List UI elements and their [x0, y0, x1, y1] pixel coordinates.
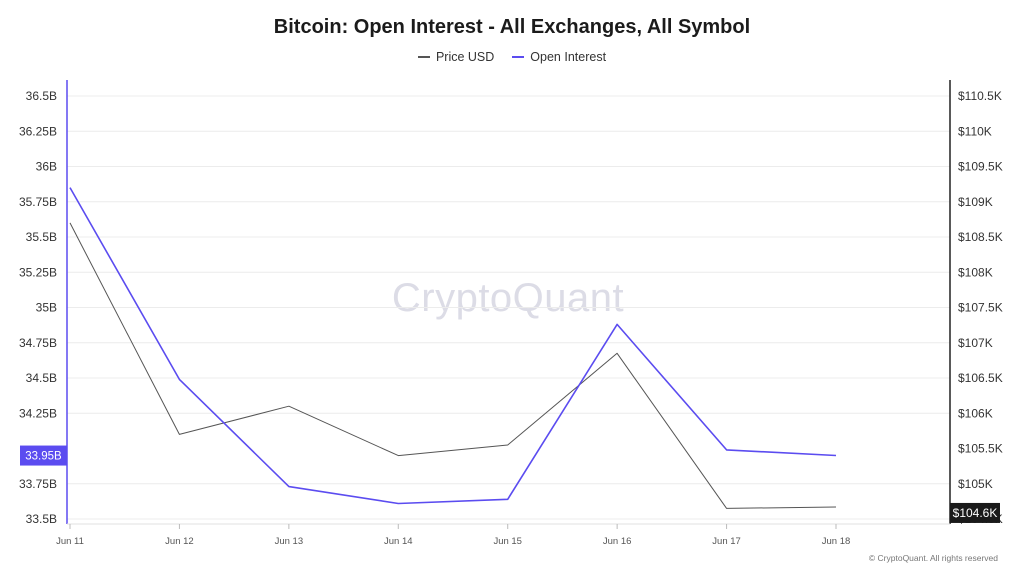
y-right-tick-label: $106.5K	[958, 371, 1003, 385]
y-left-tick-label: 34.25B	[19, 406, 57, 420]
y-right-tick-label: $110K	[958, 124, 992, 138]
legend-label-price: Price USD	[435, 50, 495, 64]
x-tick-label: Jun 11	[56, 536, 84, 547]
y-right-tick-label: $108K	[958, 265, 993, 279]
x-tick-label: Jun 14	[384, 536, 413, 547]
legend-label-open-interest: Open Interest	[530, 50, 607, 64]
y-right-tick-label: $109.5K	[958, 160, 1003, 174]
x-tick-label: Jun 13	[275, 536, 304, 547]
y-left-tick-label: 33.75B	[19, 477, 57, 491]
current-open-interest-label: 33.95B	[25, 451, 62, 463]
y-left-tick-label: 36.5B	[26, 89, 57, 103]
x-tick-label: Jun 12	[165, 536, 194, 547]
current-open-interest-badge	[20, 445, 67, 466]
y-left-tick-label: 35.25B	[19, 265, 57, 279]
open-interest-line	[69, 187, 837, 505]
legend-swatch-price	[417, 56, 430, 58]
chart-legend: Price USD Open Interest	[0, 50, 1024, 64]
y-left-tick-label: 33.5B	[26, 512, 57, 526]
legend-swatch-open-interest	[512, 56, 525, 58]
y-right-tick-label: $108.5K	[958, 230, 1003, 244]
x-tick-label: Jun 18	[822, 536, 851, 547]
y-left-tick-label: 34.5B	[26, 371, 57, 385]
y-left-tick-label: 34.75B	[19, 336, 57, 350]
current-price-badge	[950, 502, 1000, 523]
x-tick-label: Jun 16	[603, 536, 632, 547]
chart-title: Bitcoin: Open Interest - All Exchanges, …	[273, 16, 751, 38]
y-left-tick-label: 35.5B	[26, 230, 57, 244]
y-left-tick-label: 36B	[36, 160, 57, 174]
y-right-tick-label: $105K	[958, 477, 993, 491]
y-left-tick-label: 35B	[36, 301, 57, 315]
x-tick-label: Jun 17	[712, 536, 741, 547]
legend-item-price[interactable]: Price USD	[417, 50, 495, 64]
y-right-tick-label: $110.5K	[958, 89, 1002, 103]
y-right-tick-label: $106K	[958, 406, 993, 420]
watermark: CryptoQuant	[391, 276, 625, 320]
y-left-tick-label: 35.75B	[19, 195, 57, 209]
y-right-tick-label: $105.5K	[958, 442, 1003, 456]
y-right-tick-label: $109K	[958, 195, 993, 209]
copyright-notice: © CryptoQuant. All rights reserved	[868, 553, 998, 563]
x-tick-label: Jun 15	[493, 536, 522, 547]
y-left-tick-label: 36.25B	[19, 124, 57, 138]
current-price-label: $104.6K	[953, 506, 998, 520]
price-usd-line	[69, 222, 837, 509]
y-right-tick-label: $107K	[958, 336, 993, 350]
legend-item-open-interest[interactable]: Open Interest	[512, 50, 606, 64]
y-right-tick-label: $107.5K	[958, 301, 1003, 315]
